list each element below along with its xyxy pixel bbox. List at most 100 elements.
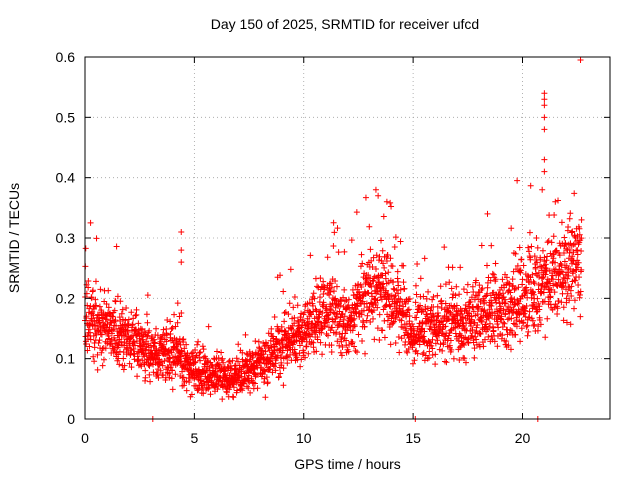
data-point xyxy=(374,325,381,332)
data-point xyxy=(522,307,529,314)
y-tick-label: 0.2 xyxy=(56,290,76,306)
data-point xyxy=(575,259,582,266)
data-point xyxy=(551,304,558,311)
data-point xyxy=(426,348,433,355)
data-point xyxy=(87,219,94,226)
data-point xyxy=(341,313,348,320)
data-point xyxy=(109,327,116,334)
data-point xyxy=(351,343,358,350)
data-point xyxy=(547,280,554,287)
data-point xyxy=(116,361,123,368)
data-point xyxy=(515,300,522,307)
data-point xyxy=(414,260,421,267)
data-point xyxy=(442,281,449,288)
data-point xyxy=(264,379,271,386)
data-point xyxy=(271,363,278,370)
data-point xyxy=(125,316,132,323)
data-point xyxy=(124,345,131,352)
data-point xyxy=(577,288,584,295)
data-point xyxy=(155,374,162,381)
data-point xyxy=(291,320,298,327)
data-point xyxy=(113,243,120,250)
data-point xyxy=(500,307,507,314)
data-point xyxy=(147,378,154,385)
data-point xyxy=(468,316,475,323)
data-point xyxy=(413,347,420,354)
data-point xyxy=(262,348,269,355)
data-point xyxy=(574,264,581,271)
data-point xyxy=(180,374,187,381)
data-point xyxy=(508,327,515,334)
data-point xyxy=(494,308,501,315)
data-point xyxy=(526,229,533,236)
data-point xyxy=(324,312,331,319)
data-point xyxy=(91,344,98,351)
data-point xyxy=(428,326,435,333)
data-point xyxy=(397,286,404,293)
data-point xyxy=(418,306,425,313)
data-point xyxy=(229,357,236,364)
data-point xyxy=(528,243,535,250)
data-point xyxy=(264,342,271,349)
data-point xyxy=(352,347,359,354)
data-point xyxy=(249,352,256,359)
data-point xyxy=(381,264,388,271)
data-point xyxy=(192,346,199,353)
data-point xyxy=(197,357,204,364)
data-point xyxy=(552,259,559,266)
data-point xyxy=(396,349,403,356)
data-point xyxy=(273,355,280,362)
data-point xyxy=(313,307,320,314)
data-point xyxy=(390,319,397,326)
data-point xyxy=(400,262,407,269)
data-point xyxy=(230,384,237,391)
data-point xyxy=(207,391,214,398)
tick-marks xyxy=(84,56,610,420)
data-point xyxy=(376,337,383,344)
data-point xyxy=(296,342,303,349)
data-point xyxy=(400,279,407,286)
data-point xyxy=(550,276,557,283)
data-point xyxy=(513,323,520,330)
data-point xyxy=(572,277,579,284)
data-point xyxy=(333,283,340,290)
data-point xyxy=(508,315,515,322)
data-point xyxy=(567,240,574,247)
data-point xyxy=(473,336,480,343)
data-point xyxy=(557,260,564,267)
data-point xyxy=(528,315,535,322)
data-point xyxy=(564,290,571,297)
data-point xyxy=(447,327,454,334)
data-point xyxy=(404,349,411,356)
data-point xyxy=(359,337,366,344)
data-point xyxy=(278,362,285,369)
data-point xyxy=(395,334,402,341)
data-point xyxy=(566,215,573,222)
data-point xyxy=(554,305,561,312)
data-point xyxy=(354,349,361,356)
data-point xyxy=(324,319,331,326)
data-point xyxy=(577,313,584,320)
data-point xyxy=(501,284,508,291)
data-point xyxy=(470,288,477,295)
data-point xyxy=(319,351,326,358)
data-point xyxy=(393,287,400,294)
data-point xyxy=(565,272,572,279)
data-point xyxy=(540,289,547,296)
data-point xyxy=(306,299,313,306)
data-points xyxy=(82,57,585,422)
data-point xyxy=(178,348,185,355)
data-point xyxy=(398,317,405,324)
data-point xyxy=(507,289,514,296)
data-point xyxy=(357,263,364,270)
data-point xyxy=(441,358,448,365)
data-point xyxy=(199,343,206,350)
data-point xyxy=(576,274,583,281)
data-point xyxy=(476,282,483,289)
data-point xyxy=(356,291,363,298)
data-point xyxy=(163,331,170,338)
data-point xyxy=(463,336,470,343)
data-point xyxy=(376,253,383,260)
data-point xyxy=(547,250,554,257)
data-point xyxy=(196,349,203,356)
